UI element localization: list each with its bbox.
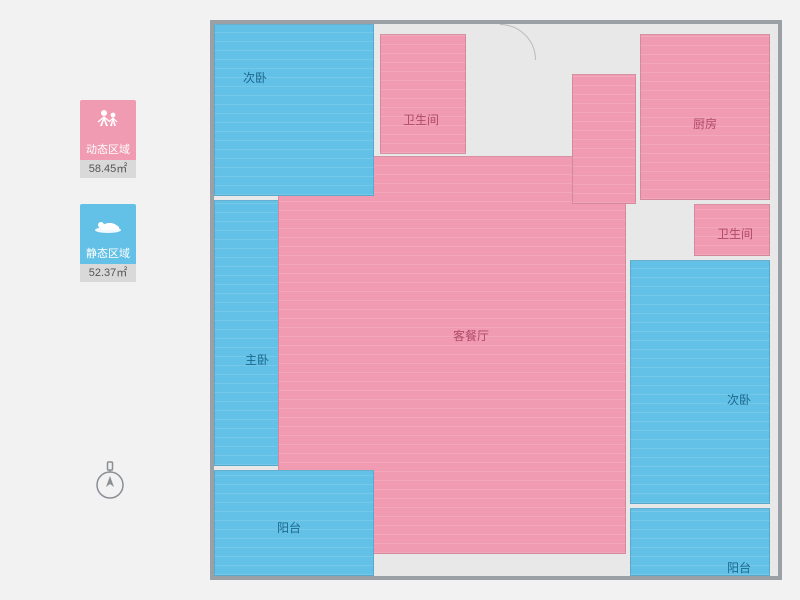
room-balcony-right: 阳台 (630, 508, 770, 576)
room-label-balcony-right: 阳台 (727, 559, 751, 576)
compass-icon (93, 460, 127, 502)
legend-static-label: 静态区域 (80, 244, 136, 264)
legend-dynamic-label: 动态区域 (80, 140, 136, 160)
legend-dynamic-value: 58.45㎡ (80, 160, 136, 178)
room-bedroom2-right: 次卧 (630, 260, 770, 504)
family-icon (80, 100, 136, 140)
room-label-balcony-left: 阳台 (277, 519, 301, 536)
room-label-bedroom2-right: 次卧 (727, 391, 751, 408)
room-bathroom1: 卫生间 (380, 34, 466, 154)
legend-dynamic: 动态区域 58.45㎡ (80, 100, 136, 178)
room-living-upper (572, 74, 636, 204)
floorplan: 次卧卫生间厨房卫生间客餐厅主卧次卧阳台阳台 (210, 20, 782, 580)
room-balcony-left: 阳台 (214, 470, 374, 576)
room-label-living: 客餐厅 (453, 327, 489, 344)
legend-static-value: 52.37㎡ (80, 264, 136, 282)
room-bathroom2: 卫生间 (694, 204, 770, 256)
sleep-icon (80, 204, 136, 244)
room-label-bathroom2: 卫生间 (717, 225, 753, 242)
room-label-bathroom1: 卫生间 (403, 111, 439, 128)
room-label-master-bed: 主卧 (245, 351, 269, 368)
legend-panel: 动态区域 58.45㎡ 静态区域 52.37㎡ (80, 100, 136, 308)
room-kitchen: 厨房 (640, 34, 770, 200)
legend-static: 静态区域 52.37㎡ (80, 204, 136, 282)
room-label-kitchen: 厨房 (693, 115, 717, 132)
room-bedroom2-top: 次卧 (214, 24, 374, 196)
room-label-bedroom2-top: 次卧 (243, 69, 267, 86)
